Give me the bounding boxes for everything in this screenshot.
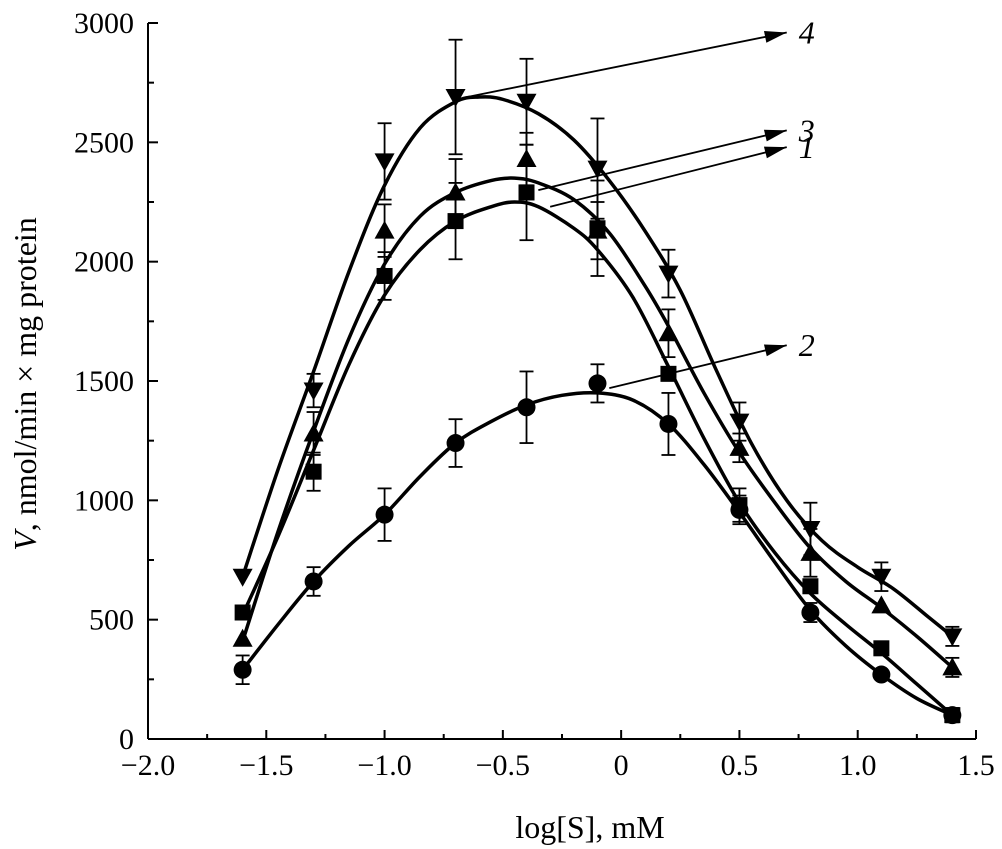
- y-tick-label: 1500: [74, 365, 134, 398]
- series-3-point: [587, 220, 608, 239]
- y-tick-label: 2000: [74, 246, 134, 279]
- x-tick-label: −1.5: [239, 749, 293, 782]
- x-tick-label: −2.0: [121, 749, 175, 782]
- series-1-label: 1: [799, 129, 815, 165]
- series-4-point: [587, 160, 608, 179]
- x-tick-label: 0.5: [721, 749, 759, 782]
- data-markers: [232, 88, 963, 725]
- series-4-point: [800, 520, 821, 539]
- series-2-point: [943, 706, 962, 725]
- y-tick-label: 500: [89, 604, 134, 637]
- series-1-point: [518, 184, 535, 201]
- series-3-point: [516, 149, 537, 168]
- series-3-point: [800, 542, 821, 561]
- series-2-point: [872, 665, 891, 684]
- y-tick-label: 1000: [74, 484, 134, 517]
- y-axis-title-units: , nmol/min × mg protein: [7, 217, 43, 531]
- series-4-curve: [240, 95, 954, 638]
- series-1-point: [376, 267, 393, 284]
- series-2-callout-arrowhead: [763, 344, 787, 357]
- series-1-point: [305, 463, 322, 480]
- series-1-point: [873, 640, 890, 657]
- y-axis-title: V, nmol/min × mg protein: [7, 217, 43, 551]
- y-tick-label: 0: [119, 723, 134, 756]
- series-2-point: [304, 572, 323, 591]
- series-1-callout-line: [549, 146, 787, 208]
- series-4-point: [303, 382, 324, 401]
- series-3-point: [658, 323, 679, 342]
- series-3-point: [942, 657, 963, 676]
- series-2-curve: [241, 390, 954, 717]
- series-4-point: [942, 628, 963, 647]
- series-2-point: [517, 398, 536, 417]
- series-2-point: [730, 500, 749, 519]
- y-axis-title-symbol: V: [7, 528, 43, 551]
- series-4-point: [516, 93, 537, 112]
- series-3-curve: [240, 176, 954, 669]
- series-3-point: [445, 182, 466, 201]
- series-4-point: [374, 153, 395, 172]
- series-2-callout-line: [609, 344, 787, 390]
- x-ticks: −2.0 −1.5 −1.0 −0.5 0 0.5 1.0 1.5: [121, 730, 995, 782]
- series-2-point: [801, 603, 820, 622]
- series-3-callout-arrowhead: [763, 129, 787, 142]
- series-4-point: [871, 568, 892, 587]
- series-4-point: [658, 265, 679, 284]
- y-tick-label: 2500: [74, 126, 134, 159]
- x-tick-label: 1.5: [957, 749, 995, 782]
- y-ticks: 0 500 1000 1500 2000 2500 3000: [74, 7, 158, 756]
- series-4-callout-line: [467, 31, 787, 98]
- series-1-point: [447, 213, 464, 230]
- series-1-point: [802, 578, 819, 595]
- series-3-callout-line: [538, 129, 787, 191]
- series-3-point: [871, 595, 892, 614]
- x-tick-label: 1.0: [839, 749, 877, 782]
- series-1-callout-arrowhead: [763, 146, 787, 159]
- series-2-point: [233, 660, 252, 679]
- x-tick-label: −0.5: [476, 749, 530, 782]
- series-callouts: 1 2 3 4: [467, 15, 815, 390]
- series-2-point: [659, 414, 678, 433]
- series-4-point: [232, 568, 253, 587]
- series-1-point: [234, 604, 251, 621]
- series-4-point: [729, 413, 750, 432]
- series-4-label: 4: [799, 15, 815, 51]
- series-3-point: [374, 220, 395, 239]
- x-axis-title: log[S], mM: [515, 809, 664, 845]
- series-2-point: [446, 434, 465, 453]
- y-tick-label: 3000: [74, 7, 134, 40]
- series-3-point: [303, 423, 324, 442]
- series-4-callout-arrowhead: [763, 31, 787, 43]
- x-tick-label: 0: [614, 749, 629, 782]
- series-1-curve: [241, 200, 954, 717]
- series-3-point: [232, 628, 253, 647]
- series-3-label: 3: [798, 112, 815, 148]
- series-2-label: 2: [799, 327, 815, 363]
- series-2-point: [588, 374, 607, 393]
- series-2-point: [375, 505, 394, 524]
- series-3-point: [729, 437, 750, 456]
- x-tick-label: −1.0: [357, 749, 411, 782]
- series-4-point: [445, 88, 466, 107]
